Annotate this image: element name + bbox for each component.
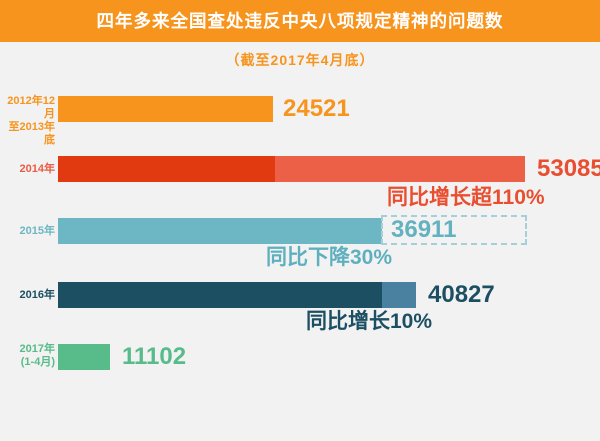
header-bar: 四年多来全国查处违反中央八项规定精神的问题数 (0, 0, 600, 42)
annotation-2014-growth: 同比增长超110% (387, 186, 545, 209)
bar-2015 (58, 218, 382, 244)
value-2013: 24521 (283, 95, 350, 122)
bar-2014 (58, 156, 525, 182)
label-line-1: 2017年 (19, 343, 55, 355)
value-2014: 53085 (537, 155, 600, 182)
category-label-2013: 2012年12月 至2013年底 (0, 95, 55, 147)
value-2017: 11102 (122, 343, 187, 370)
label-line-2: 至2013年底 (8, 121, 55, 146)
bar-2017 (58, 344, 110, 370)
annotation-2015-decline: 同比下降30% (266, 246, 393, 269)
bar-2015-dashed-outline: 36911 (381, 215, 527, 245)
label-line-1: 2012年12月 (7, 95, 55, 120)
bar-2014-growth-segment (275, 156, 525, 182)
bar-2016 (58, 282, 416, 308)
bar-2016-base-segment (58, 282, 382, 308)
chart-title: 四年多来全国查处违反中央八项规定精神的问题数 (96, 11, 504, 31)
category-label-2015: 2015年 (19, 225, 55, 237)
category-label-2016: 2016年 (19, 289, 55, 301)
annotation-2016-growth: 同比增长10% (306, 310, 433, 333)
category-label-2017: 2017年 (1-4月) (0, 343, 55, 369)
bar-2014-base-segment (58, 156, 275, 182)
value-2015: 36911 (391, 216, 457, 243)
bar-2016-growth-segment (382, 282, 416, 308)
value-2016: 40827 (428, 281, 495, 308)
bar-2013 (58, 96, 273, 122)
category-label-2014: 2014年 (19, 163, 55, 175)
label-line-2: (1-4月) (20, 356, 55, 368)
chart-subtitle: （截至2017年4月底） (225, 52, 375, 68)
